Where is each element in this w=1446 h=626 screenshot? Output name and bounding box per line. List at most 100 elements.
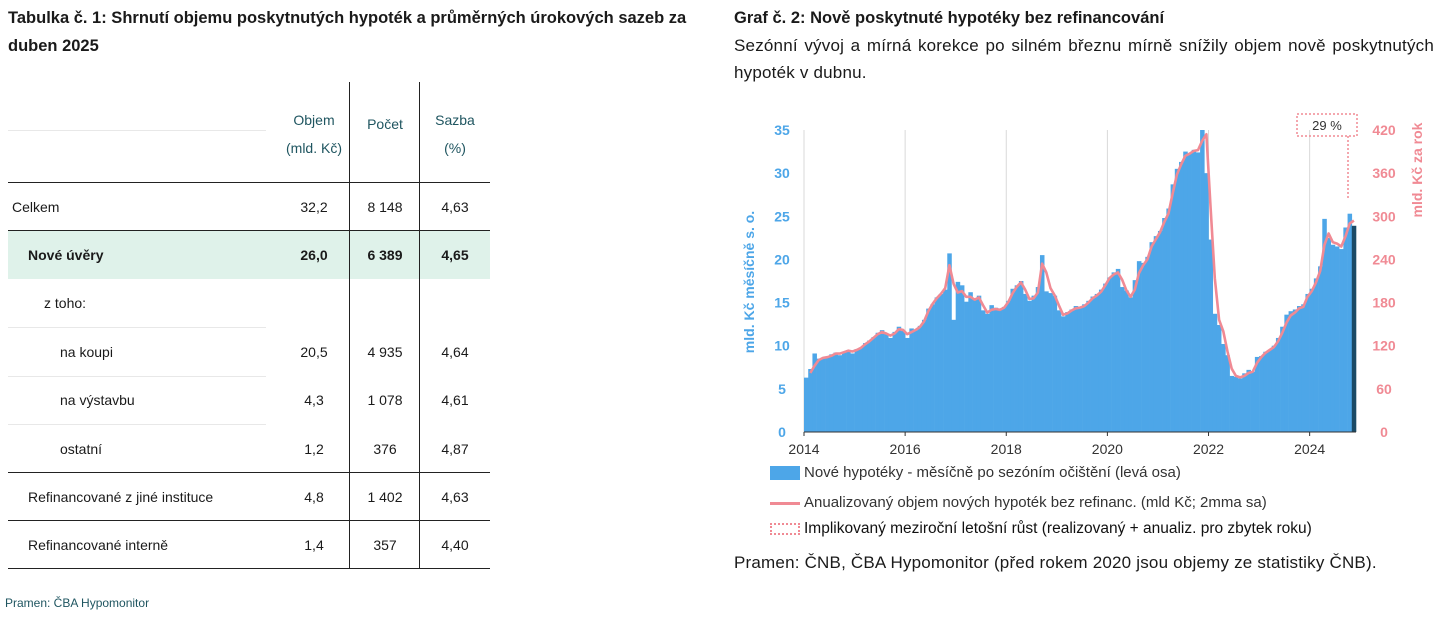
- table-title: Tabulka č. 1: Shrnutí objemu poskytnutýc…: [8, 9, 687, 55]
- bar: [837, 355, 843, 432]
- bar: [1002, 306, 1007, 432]
- bar: [1284, 314, 1289, 432]
- row-pocet: 4 935: [367, 344, 403, 360]
- header-objem-line2: (mld. Kč): [286, 140, 342, 156]
- bar: [1128, 297, 1133, 432]
- row-label: na výstavbu: [60, 392, 135, 408]
- legend-label-line: Anualizovaný objem nových hypoték bez re…: [804, 494, 1267, 511]
- bar: [808, 369, 813, 432]
- row-label: Refinancované z jiné instituce: [28, 489, 214, 505]
- bar: [850, 353, 855, 432]
- table-row-celkem: Celkem 32,2 8 148 4,63: [8, 183, 490, 231]
- bar: [1136, 261, 1142, 432]
- y-tick-label-left: 5: [778, 381, 786, 397]
- y-tick-label-right: 180: [1372, 295, 1396, 311]
- bar: [1048, 293, 1053, 432]
- bar: [1031, 295, 1037, 432]
- row-pocet: 1 078: [367, 392, 403, 408]
- bar: [1343, 227, 1348, 432]
- bar: [1309, 288, 1315, 432]
- bar: [1162, 218, 1167, 432]
- bar: [1179, 161, 1184, 432]
- bar: [1280, 326, 1285, 432]
- row-pocet: 376: [373, 441, 397, 457]
- row-label: Refinancované interně: [28, 537, 169, 553]
- bar: [1288, 311, 1294, 432]
- bar: [1246, 369, 1251, 432]
- bar: [947, 253, 952, 432]
- y-tick-label-right: 120: [1372, 338, 1396, 354]
- bar: [1275, 337, 1281, 432]
- header-sazba-line2: (%): [444, 140, 466, 156]
- bar: [1065, 312, 1070, 432]
- bar: [1107, 277, 1112, 432]
- header-divider: [8, 182, 490, 183]
- row-objem: 26,0: [300, 247, 328, 263]
- row-objem: 20,5: [300, 344, 328, 360]
- x-tick-label: 2014: [788, 441, 819, 457]
- bar: [1082, 304, 1087, 432]
- bar: [1200, 130, 1205, 432]
- bar: [1027, 300, 1032, 432]
- row-divider: [8, 230, 490, 231]
- bar: [1170, 184, 1176, 432]
- bar: [905, 337, 910, 432]
- bar: [1023, 293, 1028, 432]
- chart: 2014 2016 2018 2020 2022 2024 0 5 10 15 20 25 30 35 0 6…: [734, 102, 1434, 542]
- bar: [858, 347, 864, 432]
- row-divider: [8, 520, 490, 521]
- bar: [1263, 351, 1268, 432]
- table-row-na-koupi: na koupi 20,5 4 935 4,64: [8, 328, 490, 376]
- table-source: Pramen: ČBA Hypomonitor: [5, 596, 150, 610]
- bar: [1090, 296, 1096, 432]
- bar: [1208, 239, 1214, 432]
- bar: [1098, 289, 1104, 432]
- x-tick-label: 2016: [890, 441, 921, 457]
- bar: [930, 304, 935, 432]
- bar: [1153, 236, 1159, 432]
- row-pocet: 6 389: [367, 247, 403, 263]
- bar: [1183, 151, 1188, 433]
- bar: [816, 358, 822, 432]
- table-row-na-vystavbu: na výstavbu 4,3 1 078 4,61: [8, 376, 490, 424]
- y-tick-label-right: 0: [1380, 424, 1388, 440]
- bar: [1166, 208, 1171, 432]
- header-sazba-line1: Sazba: [435, 112, 475, 128]
- chart-section: Graf č. 2: Nově poskytnuté hypotéky bez …: [734, 4, 1434, 572]
- legend-swatch-growth: [770, 522, 800, 535]
- bar: [1187, 153, 1192, 432]
- bar: [820, 357, 826, 432]
- row-label: Celkem: [12, 199, 60, 215]
- row-sazba: 4,65: [441, 247, 469, 263]
- bar: [846, 350, 851, 432]
- bar: [1014, 285, 1020, 432]
- bar: [938, 293, 944, 432]
- bar: [825, 356, 830, 432]
- bar: [1044, 291, 1049, 432]
- bar: [804, 377, 809, 432]
- bar: [833, 352, 839, 432]
- row-divider-light: [8, 424, 266, 425]
- row-divider-light: [8, 327, 266, 328]
- bar: [812, 353, 817, 432]
- header-objem: Objem (mld. Kč): [278, 106, 350, 162]
- legend-swatch-line: [770, 501, 800, 505]
- row-sazba: 4,40: [441, 537, 469, 553]
- y-tick-label-left: 15: [774, 295, 790, 311]
- bar: [1267, 350, 1273, 432]
- bar: [1018, 281, 1024, 432]
- row-objem: 32,2: [300, 199, 328, 215]
- row-pocet: 357: [373, 537, 397, 553]
- row-objem: 4,8: [304, 489, 324, 505]
- bar: [867, 340, 872, 432]
- y-axis-title-right: mld. Kč za rok: [1409, 122, 1425, 217]
- bar: [989, 305, 994, 432]
- chart-svg: 2014 2016 2018 2020 2022 2024 0 5 10 15 20 25 30 35 0 6…: [741, 113, 1425, 457]
- legend-label-growth: Implikovaný meziroční letošní růst (real…: [804, 520, 1312, 537]
- row-sazba: 4,64: [441, 344, 469, 360]
- bar: [1326, 237, 1332, 432]
- bar: [1115, 268, 1121, 432]
- table-row-ostatni: ostatní 1,2 376 4,87: [8, 425, 490, 473]
- header-sazba: Sazba (%): [420, 106, 490, 162]
- table-row-refin-interne: Refinancované interně 1,4 357 4,40: [8, 521, 490, 569]
